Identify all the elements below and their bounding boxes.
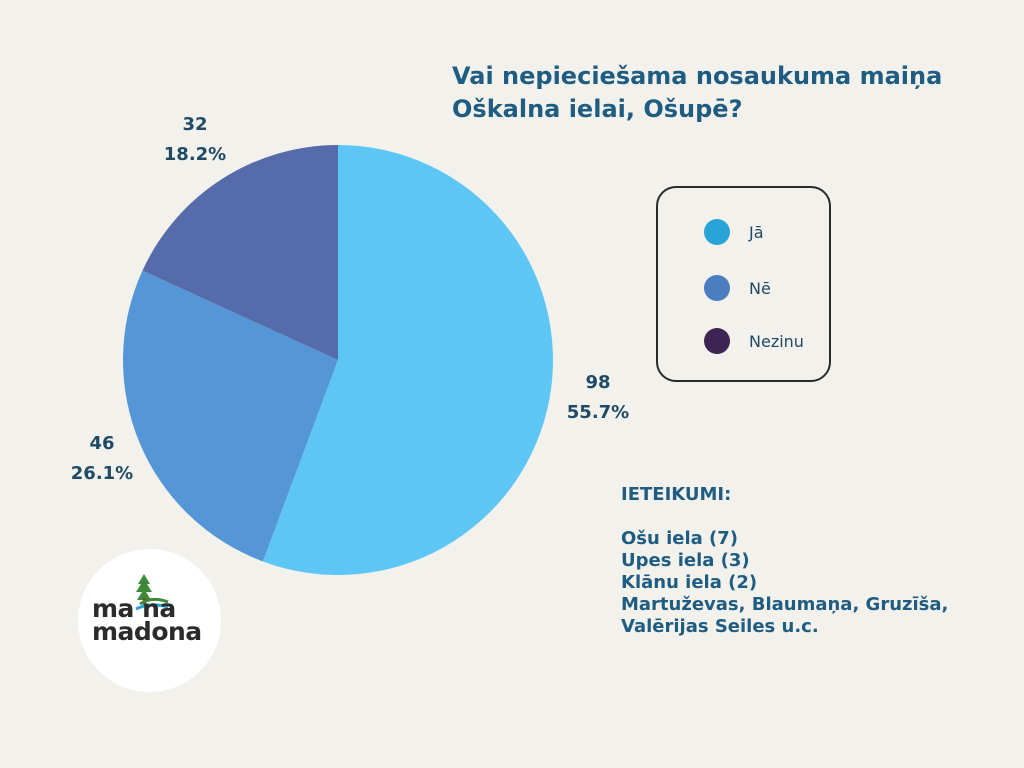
logo-text: ma na madona (92, 594, 207, 646)
legend-swatch-nezinu (704, 328, 730, 354)
legend-item-ne: Nē (704, 275, 771, 301)
pie-slice-1 (262, 145, 553, 575)
legend-swatch-ne (704, 275, 730, 301)
legend: Jā Nē Nezinu (656, 186, 831, 382)
slice-percent-label: 18.2% (164, 144, 226, 165)
suggestion-item: Upes iela (3) (621, 550, 750, 571)
chart-title-line-1: Vai nepieciešama nosaukuma maiņa (452, 62, 943, 90)
pie-slice-2 (123, 270, 338, 562)
legend-label-nezinu: Nezinu (749, 331, 804, 351)
legend-label-ne: Nē (749, 278, 771, 298)
tree-river-logo-icon (135, 574, 169, 611)
chart-title: Vai nepieciešama nosaukuma maiņa Oškalna… (452, 60, 1012, 126)
suggestion-item: Valērijas Seiles u.c. (621, 616, 819, 637)
slice-value-label: 32 (182, 114, 207, 135)
slice-percent-label: 26.1% (71, 463, 133, 484)
legend-label-ja: Jā (749, 222, 764, 242)
suggestions-heading: IETEIKUMI: (621, 484, 732, 505)
suggestion-item: Ošu iela (7) (621, 528, 739, 549)
slice-value-label: 46 (89, 433, 114, 454)
chart-title-line-2: Oškalna ielai, Ošupē? (452, 95, 743, 123)
logo: ma na madona (78, 549, 221, 692)
logo-line-1: ma na (92, 594, 176, 623)
slice-percent-label: 55.7% (567, 402, 629, 423)
legend-item-nezinu: Nezinu (704, 328, 804, 354)
slice-value-label: 98 (585, 372, 610, 393)
logo-line-2: madona (92, 617, 202, 646)
suggestion-item: Martuževas, Blaumaņa, Gruzīša, (621, 594, 949, 615)
pie-slice-3 (142, 145, 338, 360)
legend-item-ja: Jā (704, 219, 764, 245)
suggestions-block: IETEIKUMI: Ošu iela (7) Upes iela (3) Kl… (621, 484, 1011, 638)
suggestion-item: Klānu iela (2) (621, 572, 758, 593)
legend-swatch-ja (704, 219, 730, 245)
